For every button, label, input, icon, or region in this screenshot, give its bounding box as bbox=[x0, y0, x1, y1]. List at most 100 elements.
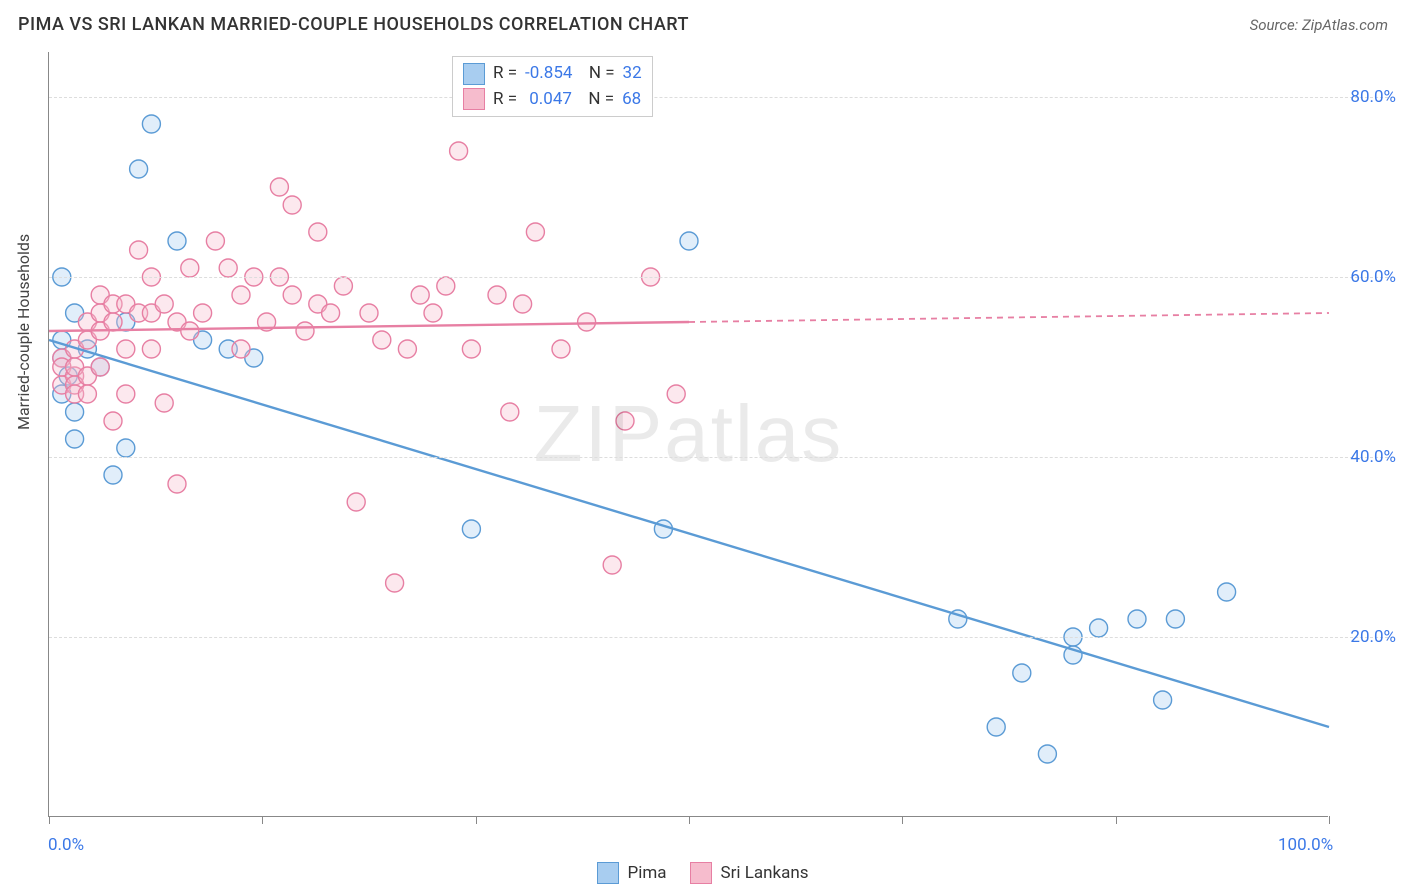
scatter-point bbox=[66, 430, 84, 448]
scatter-point bbox=[616, 412, 634, 430]
scatter-point bbox=[155, 295, 173, 313]
scatter-point bbox=[552, 340, 570, 358]
scatter-point bbox=[680, 232, 698, 250]
scatter-point bbox=[1218, 583, 1236, 601]
title-bar: PIMA VS SRI LANKAN MARRIED-COUPLE HOUSEH… bbox=[18, 14, 1388, 35]
y-tick-label: 60.0% bbox=[1336, 267, 1396, 287]
scatter-point bbox=[104, 313, 122, 331]
y-axis-label: Married-couple Households bbox=[14, 234, 33, 430]
scatter-point bbox=[1038, 745, 1056, 763]
scatter-point bbox=[309, 223, 327, 241]
gridline bbox=[49, 457, 1388, 458]
plot-area: ZIPatlas bbox=[48, 52, 1328, 817]
scatter-point bbox=[462, 340, 480, 358]
legend-swatch-srilankan bbox=[690, 862, 712, 884]
scatter-point bbox=[424, 304, 442, 322]
scatter-point bbox=[1090, 619, 1108, 637]
scatter-point bbox=[462, 520, 480, 538]
scatter-point bbox=[130, 241, 148, 259]
stats-legend-box: R = -0.854 N = 32 R = 0.047 N = 68 bbox=[452, 56, 653, 117]
scatter-point bbox=[168, 475, 186, 493]
scatter-point bbox=[117, 340, 135, 358]
x-tick bbox=[689, 816, 690, 824]
scatter-point bbox=[181, 322, 199, 340]
scatter-point bbox=[168, 232, 186, 250]
scatter-point bbox=[1154, 691, 1172, 709]
source-attribution: Source: ZipAtlas.com bbox=[1250, 16, 1388, 34]
x-tick bbox=[902, 816, 903, 824]
x-tick bbox=[476, 816, 477, 824]
swatch-srilankan bbox=[463, 88, 485, 110]
scatter-point bbox=[1128, 610, 1146, 628]
scatter-point bbox=[373, 331, 391, 349]
scatter-point bbox=[270, 178, 288, 196]
chart-title: PIMA VS SRI LANKAN MARRIED-COUPLE HOUSEH… bbox=[18, 14, 689, 35]
scatter-point bbox=[104, 412, 122, 430]
scatter-point bbox=[194, 304, 212, 322]
scatter-point bbox=[501, 403, 519, 421]
stats-r-pima: -0.854 bbox=[525, 61, 572, 87]
scatter-point bbox=[1013, 664, 1031, 682]
scatter-point bbox=[181, 259, 199, 277]
scatter-point bbox=[578, 313, 596, 331]
scatter-point bbox=[117, 385, 135, 403]
scatter-point bbox=[488, 286, 506, 304]
scatter-point bbox=[142, 340, 160, 358]
stats-row-srilankan: R = 0.047 N = 68 bbox=[463, 87, 642, 113]
plot-svg bbox=[49, 52, 1328, 816]
legend-swatch-pima bbox=[597, 862, 619, 884]
scatter-point bbox=[526, 223, 544, 241]
bottom-legend: Pima Sri Lankans bbox=[0, 862, 1406, 884]
stats-n-pima: 32 bbox=[623, 61, 642, 87]
scatter-point bbox=[91, 358, 109, 376]
scatter-point bbox=[283, 196, 301, 214]
scatter-point bbox=[155, 394, 173, 412]
scatter-point bbox=[1166, 610, 1184, 628]
scatter-point bbox=[117, 439, 135, 457]
scatter-point bbox=[232, 286, 250, 304]
scatter-point bbox=[104, 466, 122, 484]
regression-line bbox=[49, 340, 1329, 727]
stats-r-label: R = bbox=[493, 87, 517, 113]
y-tick-label: 80.0% bbox=[1336, 87, 1396, 107]
x-tick bbox=[262, 816, 263, 824]
legend-label-srilankan: Sri Lankans bbox=[720, 863, 808, 883]
gridline bbox=[49, 97, 1388, 98]
scatter-point bbox=[347, 493, 365, 511]
y-tick-label: 40.0% bbox=[1336, 447, 1396, 467]
x-tick-label: 0.0% bbox=[48, 835, 84, 855]
swatch-pima bbox=[463, 63, 485, 85]
scatter-point bbox=[450, 142, 468, 160]
scatter-point bbox=[78, 385, 96, 403]
scatter-point bbox=[514, 295, 532, 313]
scatter-point bbox=[130, 160, 148, 178]
scatter-point bbox=[667, 385, 685, 403]
chart-container: PIMA VS SRI LANKAN MARRIED-COUPLE HOUSEH… bbox=[0, 0, 1406, 892]
x-tick bbox=[1329, 816, 1330, 824]
stats-row-pima: R = -0.854 N = 32 bbox=[463, 61, 642, 87]
stats-r-label: R = bbox=[493, 61, 517, 87]
y-tick-label: 20.0% bbox=[1336, 627, 1396, 647]
scatter-point bbox=[206, 232, 224, 250]
scatter-point bbox=[283, 286, 301, 304]
scatter-point bbox=[296, 322, 314, 340]
scatter-point bbox=[322, 304, 340, 322]
scatter-point bbox=[66, 403, 84, 421]
legend-label-pima: Pima bbox=[627, 863, 666, 883]
legend-item-srilankan: Sri Lankans bbox=[690, 862, 808, 884]
scatter-point bbox=[411, 286, 429, 304]
scatter-point bbox=[603, 556, 621, 574]
scatter-point bbox=[334, 277, 352, 295]
scatter-point bbox=[219, 259, 237, 277]
scatter-point bbox=[398, 340, 416, 358]
scatter-point bbox=[360, 304, 378, 322]
stats-r-srilankan: 0.047 bbox=[525, 87, 572, 113]
stats-n-label: N = bbox=[580, 61, 614, 87]
legend-item-pima: Pima bbox=[597, 862, 666, 884]
gridline bbox=[49, 637, 1388, 638]
scatter-point bbox=[987, 718, 1005, 736]
scatter-point bbox=[142, 115, 160, 133]
stats-n-srilankan: 68 bbox=[622, 87, 641, 113]
gridline bbox=[49, 277, 1388, 278]
scatter-point bbox=[386, 574, 404, 592]
